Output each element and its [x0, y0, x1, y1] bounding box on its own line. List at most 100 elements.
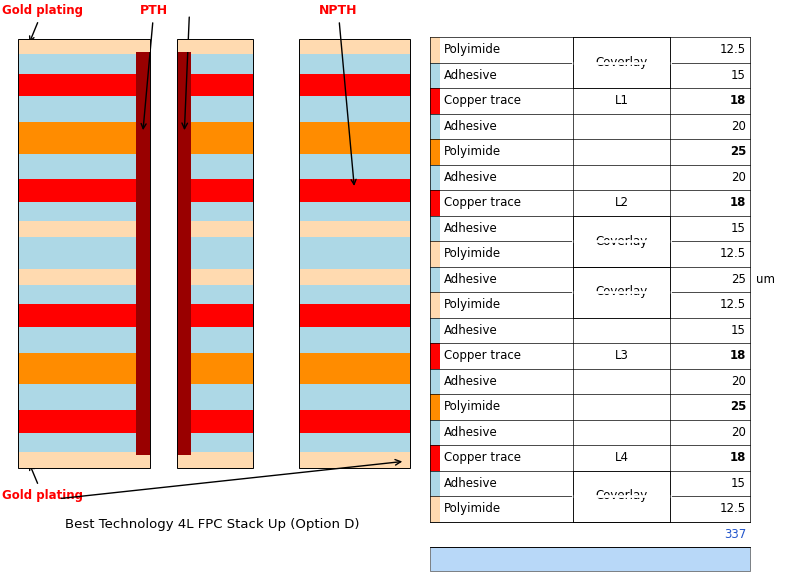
Text: Adhesive: Adhesive — [444, 324, 498, 337]
Bar — [299, 433, 410, 452]
Bar — [177, 385, 253, 410]
Bar — [18, 122, 150, 154]
Text: Copper trace: Copper trace — [444, 94, 522, 107]
Text: Polyimide: Polyimide — [444, 145, 502, 158]
Text: Gold plating: Gold plating — [2, 4, 83, 41]
Bar — [177, 455, 253, 468]
Bar — [299, 38, 410, 468]
Bar — [18, 38, 150, 52]
Bar — [430, 88, 440, 114]
Text: Copper trace: Copper trace — [444, 349, 522, 362]
Bar — [430, 266, 440, 292]
Bar — [177, 96, 253, 122]
Bar — [18, 433, 150, 452]
Bar — [299, 285, 410, 304]
Text: Best Technology 4L FPC Stack Up (Option D): Best Technology 4L FPC Stack Up (Option … — [65, 517, 360, 531]
Bar — [299, 96, 410, 122]
Bar — [430, 394, 440, 419]
Bar — [177, 55, 253, 74]
Text: 20: 20 — [731, 375, 746, 388]
Text: 15: 15 — [731, 477, 746, 490]
Text: Adhesive: Adhesive — [444, 119, 498, 133]
Bar — [299, 74, 410, 96]
Text: Adhesive: Adhesive — [444, 69, 498, 82]
Bar — [430, 63, 440, 88]
Bar — [18, 304, 150, 327]
Text: 20: 20 — [731, 171, 746, 184]
Text: 12.5: 12.5 — [720, 298, 746, 311]
Text: Coverlay: Coverlay — [595, 234, 648, 248]
Bar — [177, 222, 253, 237]
Text: 20: 20 — [731, 119, 746, 133]
Text: 18: 18 — [730, 196, 746, 209]
Bar — [18, 237, 150, 269]
Bar — [299, 327, 410, 353]
Text: 18: 18 — [730, 94, 746, 107]
Bar — [430, 114, 440, 139]
Bar — [18, 154, 150, 179]
Bar — [299, 38, 410, 55]
Text: Adhesive: Adhesive — [444, 375, 498, 388]
Text: um: um — [756, 273, 775, 286]
Bar — [177, 38, 253, 468]
Text: Gold plating: Gold plating — [2, 465, 83, 502]
Bar — [430, 547, 750, 571]
Bar — [18, 353, 150, 385]
Bar — [18, 38, 150, 55]
Bar — [177, 74, 253, 96]
Bar — [177, 38, 253, 52]
Bar — [177, 179, 253, 202]
Bar — [177, 285, 253, 304]
Text: 18: 18 — [730, 349, 746, 362]
Bar — [299, 410, 410, 433]
Bar — [177, 327, 253, 353]
Bar — [18, 38, 150, 468]
Text: Polyimide: Polyimide — [444, 298, 502, 311]
Bar — [430, 165, 440, 190]
Bar — [177, 38, 253, 55]
Text: 15: 15 — [731, 324, 746, 337]
Text: 12.5: 12.5 — [720, 44, 746, 56]
Bar — [299, 237, 410, 269]
Text: 12.5: 12.5 — [720, 247, 746, 260]
Text: L2: L2 — [615, 196, 629, 209]
Bar — [299, 55, 410, 74]
Bar — [18, 202, 150, 222]
Text: 15: 15 — [731, 69, 746, 82]
Bar — [430, 496, 440, 521]
Bar — [177, 452, 253, 468]
Text: 0.337+/-0.03mm: 0.337+/-0.03mm — [584, 552, 712, 566]
Bar — [430, 317, 440, 343]
Bar — [299, 154, 410, 179]
Bar — [430, 368, 440, 394]
Text: Adhesive: Adhesive — [444, 171, 498, 184]
Text: 15: 15 — [731, 222, 746, 235]
Text: Adhesive: Adhesive — [444, 477, 498, 490]
Bar — [18, 455, 150, 468]
Bar — [299, 269, 410, 285]
Bar — [177, 237, 253, 269]
Bar — [299, 122, 410, 154]
Bar — [18, 285, 150, 304]
Text: 18: 18 — [730, 451, 746, 464]
Text: L1: L1 — [615, 94, 629, 107]
Text: Coverlay: Coverlay — [595, 490, 648, 502]
Bar — [430, 216, 440, 241]
Bar — [299, 304, 410, 327]
Text: Adhesive: Adhesive — [444, 426, 498, 438]
Bar — [299, 452, 410, 468]
Bar — [18, 410, 150, 433]
Text: 25: 25 — [730, 400, 746, 413]
Bar — [430, 470, 440, 496]
Bar — [177, 269, 253, 285]
Bar — [299, 202, 410, 222]
Bar — [177, 38, 192, 468]
Bar — [18, 55, 150, 74]
Text: 20: 20 — [731, 426, 746, 438]
Bar — [299, 385, 410, 410]
Bar — [430, 241, 440, 266]
Bar — [177, 154, 253, 179]
Text: Copper trace: Copper trace — [444, 196, 522, 209]
Text: 25: 25 — [731, 273, 746, 286]
Bar — [430, 37, 440, 63]
